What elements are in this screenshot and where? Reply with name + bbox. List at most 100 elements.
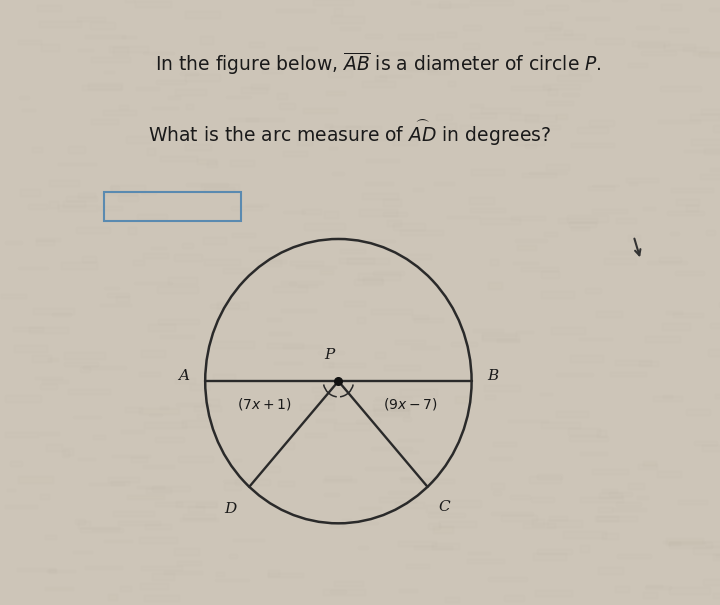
Bar	[42, 379, 68, 383]
Bar	[307, 58, 318, 60]
Text: $(9x-7)$: $(9x-7)$	[383, 396, 438, 412]
Bar	[298, 491, 335, 498]
Bar	[217, 221, 238, 224]
Bar	[91, 526, 120, 529]
Bar	[316, 437, 328, 442]
Bar	[168, 277, 197, 284]
Bar	[486, 93, 529, 96]
Bar	[78, 193, 96, 198]
Bar	[357, 317, 365, 323]
Bar	[636, 26, 659, 30]
Bar	[264, 401, 284, 407]
Bar	[395, 340, 425, 344]
Bar	[633, 564, 648, 571]
Bar	[298, 285, 317, 287]
Bar	[212, 341, 254, 348]
Bar	[344, 139, 384, 145]
Bar	[109, 388, 137, 392]
Bar	[392, 223, 425, 230]
Bar	[145, 488, 171, 492]
Bar	[304, 561, 332, 564]
Bar	[418, 461, 439, 463]
Bar	[302, 13, 330, 21]
Bar	[439, 1, 450, 8]
Bar	[436, 32, 456, 37]
Bar	[577, 38, 612, 44]
Bar	[302, 370, 343, 373]
Bar	[328, 477, 346, 483]
Bar	[477, 217, 518, 223]
Bar	[68, 146, 85, 153]
Bar	[307, 119, 332, 123]
Bar	[616, 218, 636, 223]
Bar	[645, 586, 671, 589]
Bar	[433, 526, 453, 532]
Bar	[112, 234, 135, 238]
Bar	[61, 262, 97, 269]
Bar	[493, 584, 515, 591]
Bar	[73, 551, 91, 553]
Bar	[677, 199, 699, 205]
Bar	[387, 491, 413, 494]
Bar	[332, 172, 344, 174]
Bar	[393, 140, 417, 145]
Bar	[488, 577, 526, 581]
Bar	[110, 186, 119, 189]
Bar	[371, 448, 412, 450]
Bar	[711, 541, 720, 548]
Bar	[78, 521, 91, 528]
Bar	[215, 579, 249, 581]
Bar	[237, 328, 265, 332]
Bar	[544, 232, 557, 237]
Bar	[448, 233, 477, 236]
Bar	[22, 362, 37, 368]
Bar	[302, 209, 321, 214]
Bar	[716, 190, 720, 197]
Bar	[658, 120, 701, 123]
Bar	[384, 133, 405, 138]
Bar	[670, 232, 678, 235]
Bar	[523, 523, 555, 528]
Bar	[674, 83, 693, 88]
Bar	[510, 114, 539, 120]
Bar	[501, 515, 537, 521]
Bar	[596, 84, 614, 91]
Bar	[713, 554, 720, 560]
Bar	[690, 70, 702, 76]
Bar	[577, 128, 608, 134]
Bar	[564, 476, 577, 480]
Bar	[348, 136, 385, 140]
Text: C: C	[438, 500, 450, 514]
Bar	[281, 442, 294, 449]
Bar	[612, 394, 637, 399]
Bar	[556, 373, 593, 376]
Bar	[18, 267, 48, 269]
Bar	[702, 445, 720, 451]
Bar	[198, 67, 212, 68]
Bar	[374, 352, 385, 358]
Bar	[663, 395, 672, 399]
Bar	[232, 233, 256, 237]
Bar	[111, 481, 129, 485]
Bar	[135, 34, 153, 38]
Bar	[168, 195, 187, 202]
Bar	[603, 533, 618, 539]
Bar	[535, 590, 572, 596]
Bar	[316, 493, 351, 496]
Bar	[562, 531, 606, 538]
Bar	[144, 422, 186, 428]
Bar	[370, 168, 396, 175]
Bar	[619, 36, 634, 41]
Bar	[209, 337, 241, 339]
Bar	[330, 590, 346, 593]
Bar	[94, 112, 135, 117]
Bar	[455, 396, 471, 403]
Bar	[631, 280, 665, 286]
Bar	[28, 302, 40, 306]
Bar	[117, 195, 138, 201]
Bar	[489, 457, 511, 460]
Bar	[226, 96, 251, 99]
Bar	[200, 18, 233, 25]
Bar	[609, 492, 631, 497]
Bar	[364, 466, 406, 470]
